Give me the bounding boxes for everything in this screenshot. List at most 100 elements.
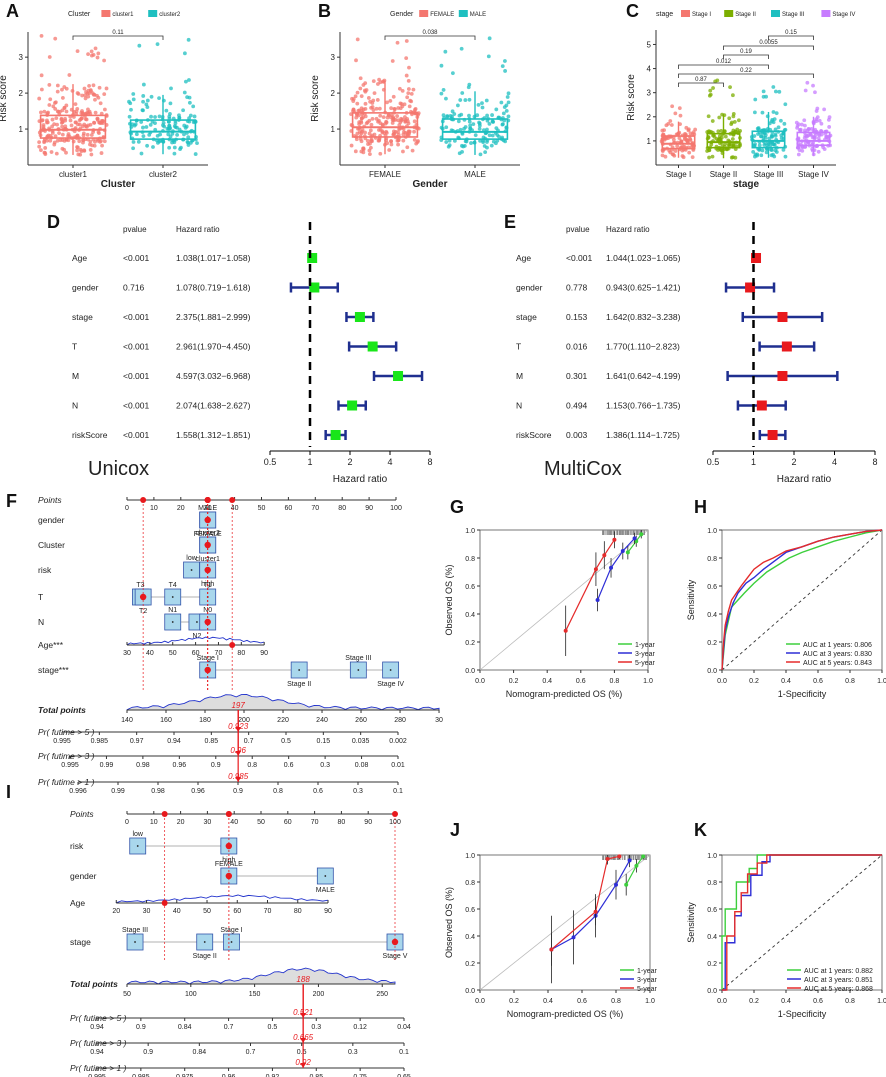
legend-entry: 5-year	[635, 660, 656, 667]
jitter-point	[64, 86, 69, 91]
jitter-point	[93, 110, 98, 115]
legend-entry: 1-year	[637, 968, 658, 975]
jitter-point	[371, 98, 376, 103]
jitter-point	[729, 120, 734, 125]
jitter-point	[79, 149, 84, 154]
jitter-point	[75, 91, 80, 95]
jitter-point	[351, 99, 356, 103]
header-pvalue: pvalue	[123, 225, 147, 234]
axis-tick-label: 0.94	[167, 738, 181, 745]
jitter-point	[155, 42, 160, 47]
jitter-point	[188, 140, 193, 145]
jitter-point	[57, 131, 61, 136]
density-curve	[126, 636, 265, 646]
jitter-point	[380, 79, 385, 84]
jitter-point	[680, 154, 685, 158]
axis-tick-label: 0.3	[348, 1049, 358, 1056]
x-tick-label: 0.5	[707, 457, 720, 467]
row-label: Pr( futime > 1 )	[38, 777, 95, 787]
x-tick-label: 0.2	[749, 998, 759, 1005]
jitter-point	[90, 91, 95, 96]
jitter-point	[670, 104, 675, 109]
jitter-point	[75, 145, 80, 150]
jitter-point	[773, 127, 778, 132]
jitter-point	[490, 113, 494, 117]
jitter-point	[477, 121, 482, 126]
axis-tick-label: 80	[237, 650, 245, 657]
jitter-point	[753, 142, 757, 146]
jitter-point	[450, 109, 455, 114]
category-label: Stage III	[345, 655, 371, 662]
x-tick-label: cluster2	[149, 170, 178, 179]
jitter-point	[663, 154, 668, 159]
row-pvalue: <0.001	[123, 371, 150, 381]
jitter-point	[406, 121, 411, 126]
jitter-point	[82, 86, 87, 91]
axis-tick-label: 0.65	[397, 1074, 411, 1077]
calibration-point	[617, 854, 622, 859]
x-axis-label: 1-Specificity	[778, 689, 827, 699]
jitter-point	[89, 49, 94, 54]
y-tick-label: 1.0	[707, 853, 717, 860]
x-tick-label: 2	[791, 457, 796, 467]
row-pvalue: <0.001	[123, 342, 150, 352]
jitter-point	[466, 85, 471, 90]
jitter-point	[87, 83, 92, 88]
calibration-point	[612, 537, 617, 542]
row-label: Age	[72, 253, 87, 263]
jitter-point	[769, 153, 774, 158]
comparison-pvalue: 0.038	[422, 30, 438, 36]
axis-tick-label: 20	[177, 819, 185, 826]
jitter-point	[711, 86, 715, 90]
calibration-point	[605, 857, 610, 862]
row-hazard-ratio: 1.153(0.766−1.735)	[606, 401, 681, 411]
jitter-point	[403, 119, 408, 124]
x-tick-label: 2	[347, 457, 352, 467]
jitter-point	[60, 96, 65, 100]
jitter-point	[47, 55, 52, 59]
row-label: risk	[70, 841, 84, 851]
comparison-pvalue: 0.19	[740, 49, 752, 55]
y-tick-label: 0.8	[707, 880, 717, 887]
hr-marker	[354, 312, 365, 322]
jitter-point	[771, 110, 776, 114]
legend-title: Gender	[390, 11, 414, 18]
jitter-point	[99, 139, 103, 143]
jitter-point	[371, 79, 376, 84]
jitter-point	[368, 99, 373, 104]
y-tick-label: 1.0	[707, 528, 717, 535]
calibration-point	[632, 536, 637, 541]
points-marker	[161, 811, 168, 817]
jitter-point	[139, 151, 144, 156]
jitter-point	[39, 87, 44, 92]
y-tick-label: 1	[19, 125, 24, 134]
jitter-point	[503, 59, 507, 63]
jitter-point	[733, 155, 738, 160]
jitter-point	[761, 94, 766, 99]
jitter-point	[806, 126, 811, 131]
jitter-point	[390, 59, 395, 63]
axis-tick-label: 0.6	[313, 788, 323, 795]
axis-tick-label: 90	[365, 505, 373, 512]
jitter-point	[443, 49, 448, 54]
jitter-point	[441, 113, 446, 118]
calibration-line	[551, 855, 620, 950]
jitter-point	[760, 110, 765, 115]
calibration-point	[620, 549, 625, 553]
jitter-point	[359, 120, 364, 125]
jitter-point	[183, 79, 188, 84]
legend-entry: FEMALE	[430, 12, 454, 18]
panel-letter-f: F	[6, 491, 17, 511]
jitter-point	[145, 105, 150, 110]
axis-tick-label: 0.01	[391, 762, 405, 769]
axis-tick-label: 0.85	[205, 738, 219, 745]
category-label: Stage III	[122, 927, 148, 934]
panel-letter-j: J	[450, 820, 460, 840]
jitter-point	[37, 140, 42, 145]
jitter-point	[359, 139, 364, 144]
jitter-point	[690, 155, 695, 160]
jitter-point	[404, 39, 409, 43]
row-hazard-ratio: 1.044(1.023−1.065)	[606, 253, 681, 263]
jitter-point	[77, 139, 82, 144]
jitter-point	[355, 37, 360, 42]
